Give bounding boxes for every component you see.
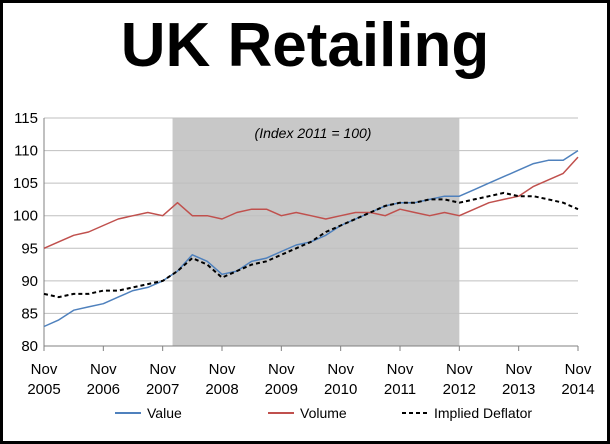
- x-tick-month: Nov: [327, 361, 354, 378]
- x-tick-month: Nov: [268, 361, 295, 378]
- x-tick-year: 2011: [384, 381, 416, 398]
- y-tick-label: 90: [21, 273, 38, 290]
- x-tick-month: Nov: [31, 361, 58, 378]
- x-tick-year: 2014: [561, 381, 594, 398]
- y-tick-label: 85: [21, 305, 38, 322]
- x-tick-month: Nov: [149, 361, 176, 378]
- chart-title: UK Retailing: [120, 11, 490, 80]
- x-tick-month: Nov: [565, 361, 592, 378]
- x-tick-year: 2009: [265, 381, 298, 398]
- chart-annotation: (Index 2011 = 100): [255, 125, 372, 141]
- x-tick-year: 2006: [87, 381, 120, 398]
- x-tick-year: 2007: [146, 381, 179, 398]
- y-tick-label: 115: [14, 110, 38, 127]
- x-tick-month: Nov: [505, 361, 532, 378]
- legend-label-volume: Volume: [300, 405, 347, 421]
- x-tick-year: 2012: [443, 381, 476, 398]
- series-line-volume: [43, 156, 579, 249]
- shaded-period: [172, 118, 460, 346]
- x-tick-month: Nov: [90, 361, 117, 378]
- x-tick-month: Nov: [209, 361, 236, 378]
- y-tick-label: 80: [21, 338, 38, 355]
- series-line-implied-deflator: [43, 191, 579, 299]
- x-tick-year: 2008: [205, 381, 238, 398]
- y-tick-label: 100: [13, 208, 38, 225]
- y-tick-label: 110: [14, 143, 38, 160]
- x-tick-year: 2010: [324, 381, 357, 398]
- y-tick-label: 95: [21, 240, 38, 257]
- x-tick-year: 2005: [27, 381, 60, 398]
- x-tick-month: Nov: [387, 361, 414, 378]
- legend-label-value: Value: [147, 405, 182, 421]
- x-tick-year: 2013: [502, 381, 535, 398]
- x-tick-month: Nov: [446, 361, 473, 378]
- y-tick-label: 105: [13, 175, 38, 192]
- legend-label-implied-deflator: Implied Deflator: [434, 405, 532, 421]
